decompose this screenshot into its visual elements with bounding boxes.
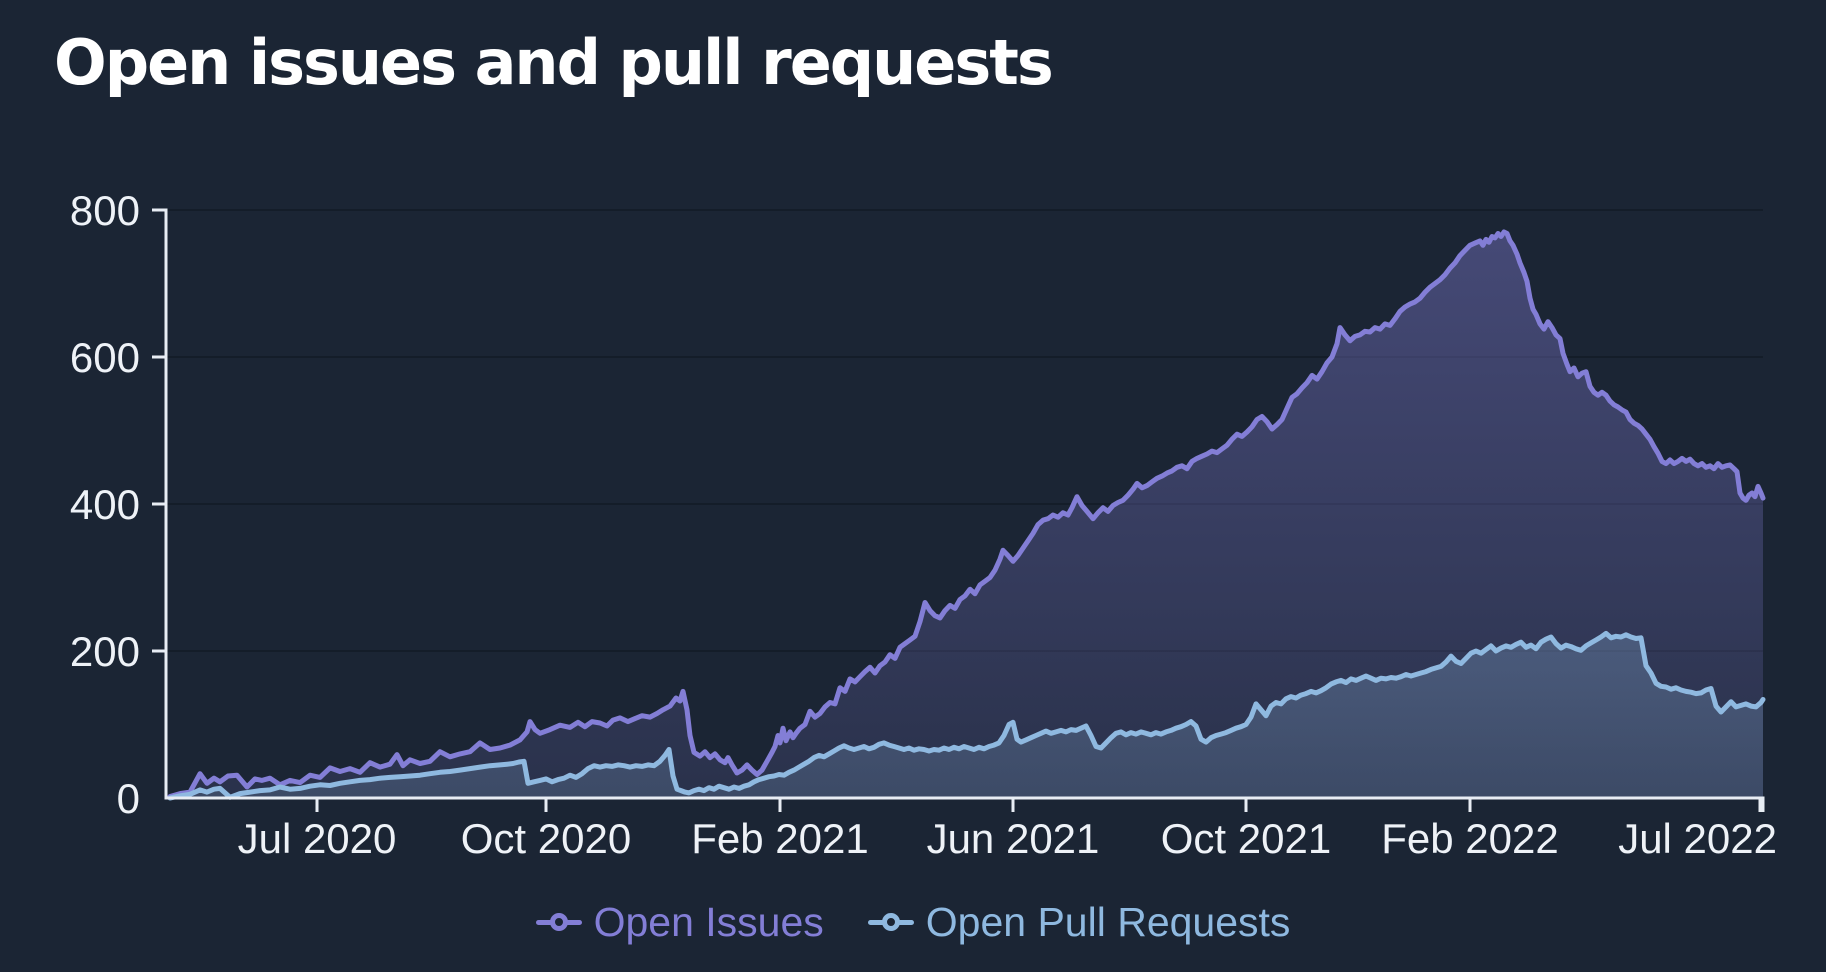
y-tick-label: 0 xyxy=(117,775,140,822)
legend-item-open-pull-requests[interactable]: Open Pull Requests xyxy=(867,899,1291,945)
x-tick-label: Oct 2020 xyxy=(461,815,631,862)
axis-frame xyxy=(152,208,1765,812)
open-pull-requests-legend-marker-icon xyxy=(867,911,914,933)
page-title: Open issues and pull requests xyxy=(54,26,1054,99)
y-axis: 0 200 400 600 800 xyxy=(70,187,166,822)
y-tick-label: 200 xyxy=(70,628,140,675)
x-tick-label: Feb 2022 xyxy=(1381,815,1558,862)
legend-ring-icon xyxy=(549,913,568,931)
x-tick-label: Jun 2021 xyxy=(927,815,1100,862)
chart-legend: Open Issues Open Pull Requests xyxy=(0,899,1826,945)
open-issues-legend-marker-icon xyxy=(535,911,582,933)
open-pull-requests-area xyxy=(170,633,1763,798)
x-tick-label: Jul 2020 xyxy=(238,815,397,862)
legend-label-open-pull-requests: Open Pull Requests xyxy=(925,899,1291,945)
open-issues-area xyxy=(170,232,1763,798)
open-issues-line[interactable] xyxy=(167,229,1766,799)
y-tick-label: 800 xyxy=(70,187,140,234)
x-tick-label: Jul 2022 xyxy=(1618,815,1777,862)
legend-ring-icon xyxy=(881,913,900,931)
y-tick-label: 400 xyxy=(70,481,140,528)
legend-label-open-issues: Open Issues xyxy=(593,899,824,945)
x-tick-label: Feb 2021 xyxy=(691,815,868,862)
legend-item-open-issues[interactable]: Open Issues xyxy=(535,899,824,945)
y-tick-label: 600 xyxy=(70,334,140,381)
x-tick-label: Oct 2021 xyxy=(1161,815,1331,862)
open-pull-requests-line[interactable] xyxy=(167,630,1766,801)
x-axis: Jul 2020 Oct 2020 Feb 2021 Jun 2021 Oct 2021… xyxy=(238,798,1777,862)
